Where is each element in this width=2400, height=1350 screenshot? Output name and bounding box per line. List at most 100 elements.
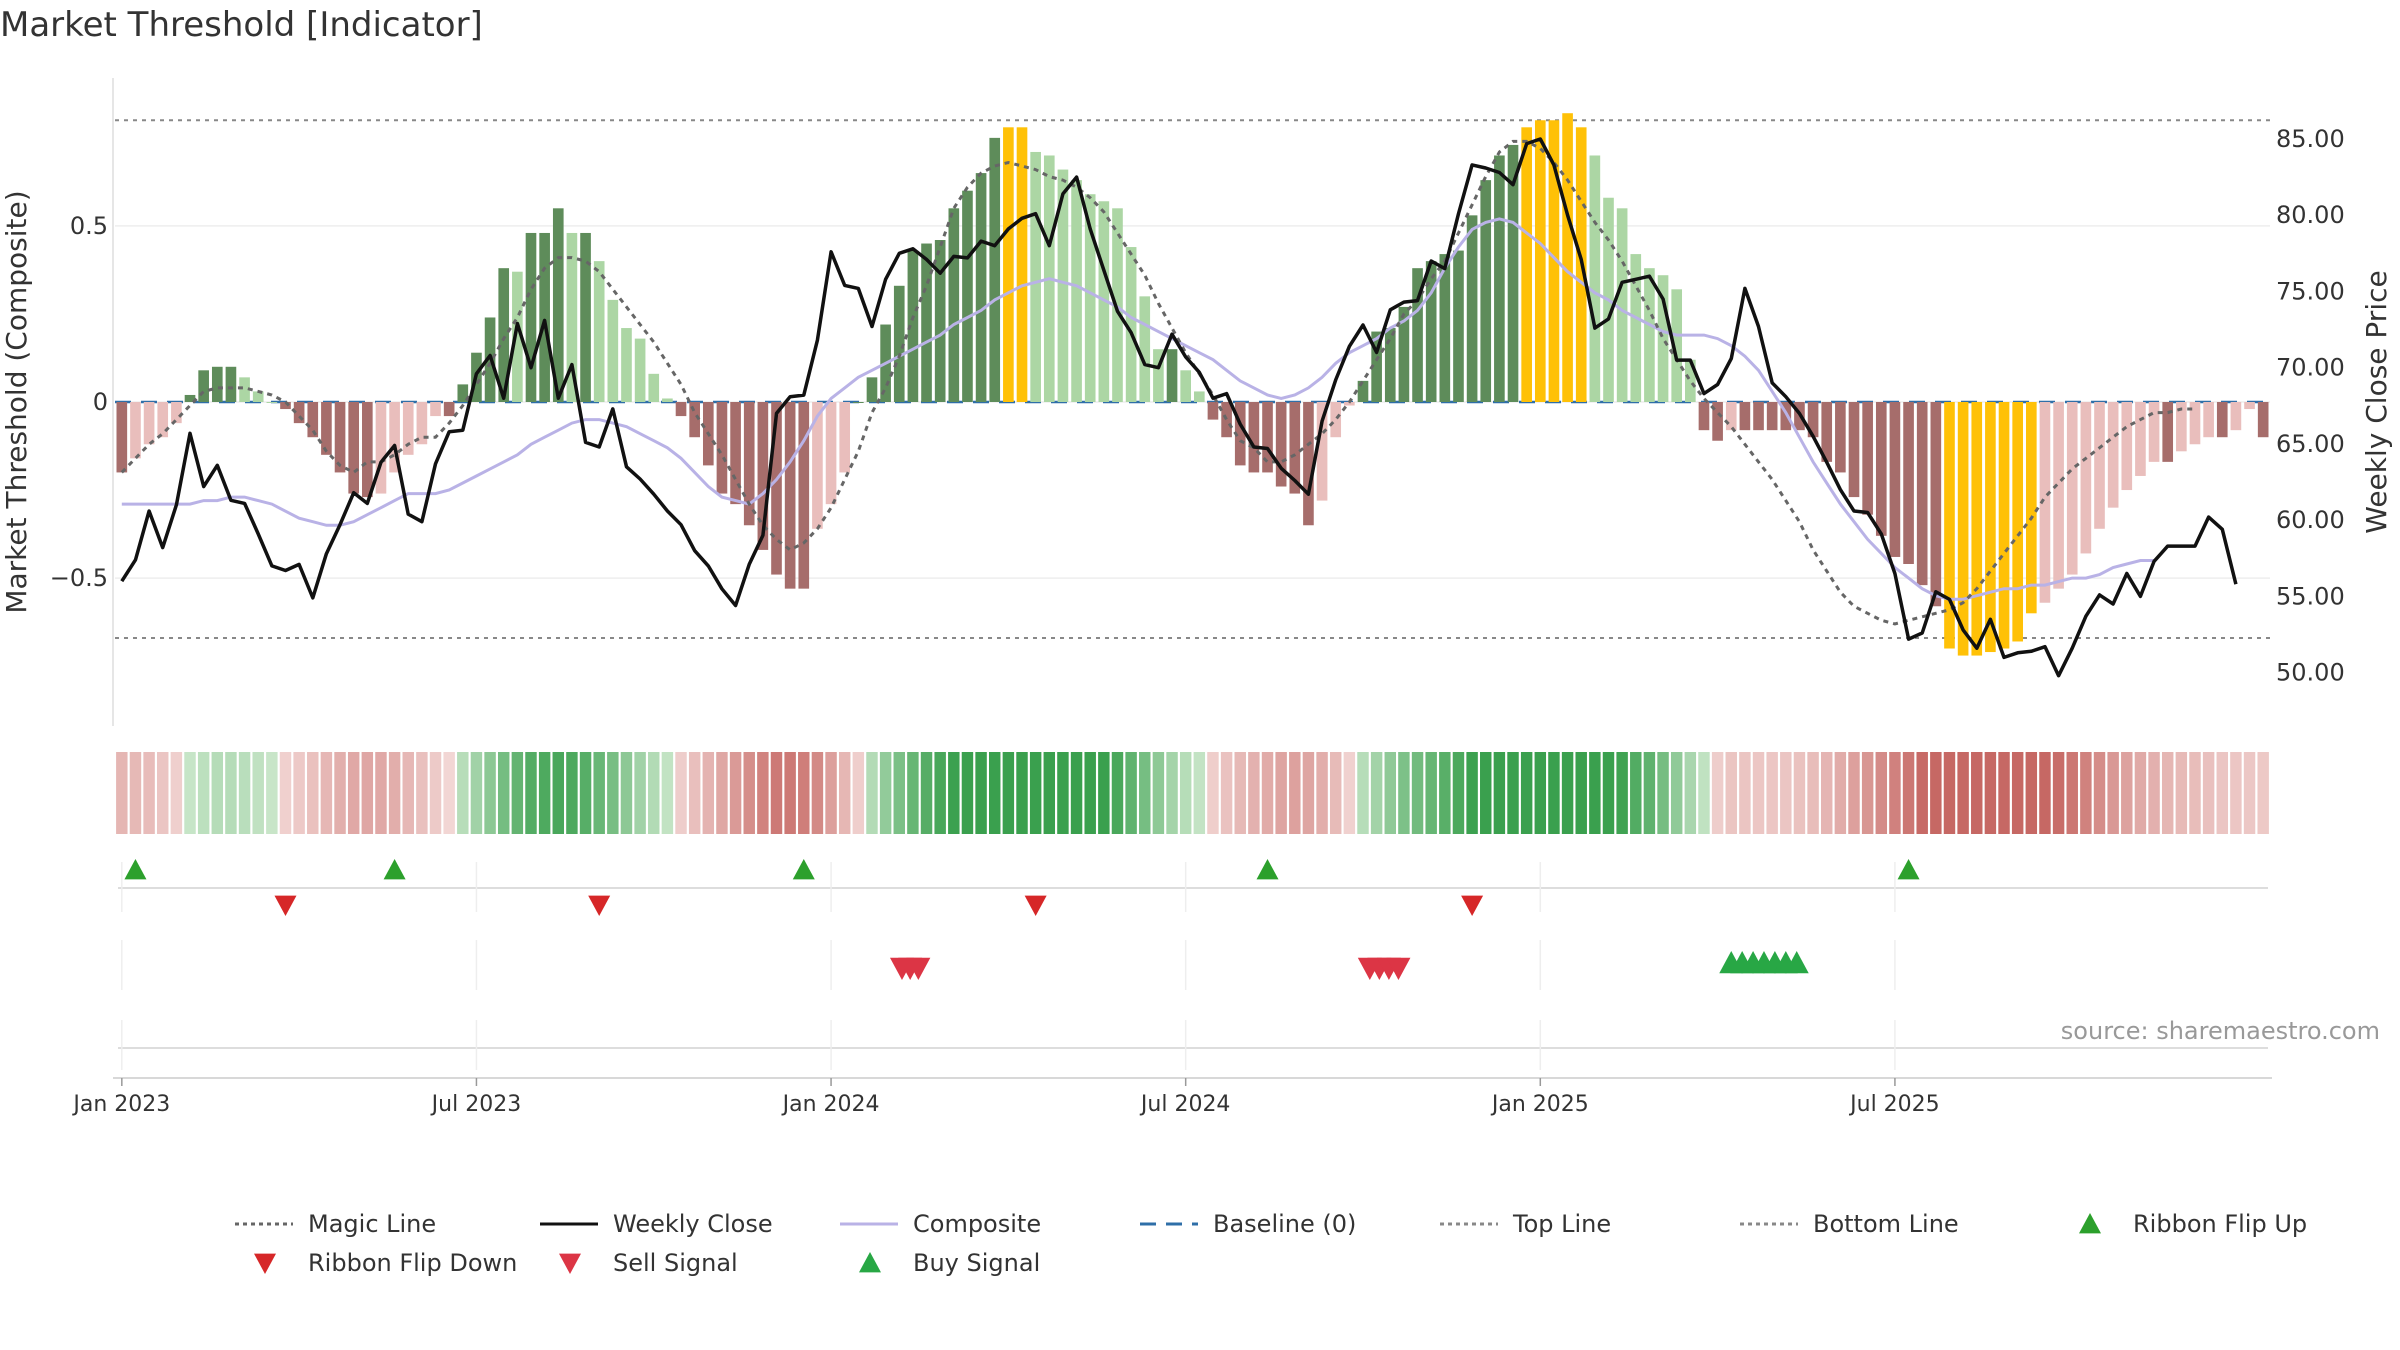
ribbon-cell — [1711, 752, 1724, 834]
composite-bar — [1875, 402, 1887, 536]
ribbon-cell — [1507, 752, 1519, 834]
ribbon-flip-down-marker — [1024, 895, 1047, 916]
composite-bar — [1521, 127, 1532, 402]
ribbon-cell — [1902, 752, 1915, 834]
ribbon-cell — [1943, 752, 1956, 834]
composite-bar — [1985, 402, 1996, 653]
ribbon-cell — [2052, 752, 2065, 834]
ribbon-cell — [1289, 752, 1301, 834]
composite-bar — [130, 402, 141, 459]
right-tick-label: 80.00 — [2276, 201, 2345, 229]
composite-bar — [1112, 208, 1123, 402]
legend-item: Ribbon Flip Down — [254, 1249, 517, 1277]
composite-bar — [866, 377, 878, 402]
weekly-close-line — [120, 137, 2238, 678]
legend-label: Sell Signal — [613, 1249, 738, 1277]
ribbon-cell — [1480, 752, 1492, 834]
composite-bar — [1562, 113, 1573, 402]
ribbon-cell — [538, 752, 551, 834]
ribbon-cell — [2202, 752, 2215, 834]
composite-bar — [1466, 215, 1478, 402]
ribbon-cell — [770, 752, 783, 834]
legend-item: Composite — [840, 1210, 1041, 1238]
legend-item: Top Line — [1440, 1210, 1611, 1238]
composite-bar — [2080, 402, 2092, 554]
composite-bar — [743, 402, 755, 526]
ribbon-cell — [293, 752, 305, 834]
composite-bar — [525, 232, 537, 402]
legend-item: Sell Signal — [559, 1249, 738, 1277]
ribbon-cell — [798, 752, 810, 834]
right-tick-label: 65.00 — [2276, 430, 2345, 458]
composite-bar — [2148, 402, 2160, 462]
composite-bar — [1166, 349, 1178, 402]
ribbon-cell — [2148, 752, 2160, 834]
ribbon-flip-up-marker — [124, 859, 147, 880]
ribbon-cell — [1602, 752, 1615, 834]
composite-bar — [2176, 402, 2187, 452]
ribbon-cell — [634, 752, 646, 834]
composite-bar — [2244, 402, 2255, 410]
right-tick-label: 75.00 — [2276, 277, 2345, 305]
left-tick-label: 0.5 — [70, 212, 108, 240]
composite-bar — [1125, 247, 1137, 402]
composite-bar — [1712, 402, 1723, 441]
ribbon-flip-up-marker — [1256, 859, 1279, 880]
ribbon-cell — [1152, 752, 1165, 834]
ribbon-cell — [934, 752, 946, 834]
composite-bar — [607, 299, 619, 402]
composite-bar — [634, 338, 646, 402]
ribbon-cell — [1889, 752, 1901, 834]
composite-bar — [211, 366, 223, 402]
composite-bar — [1439, 254, 1451, 402]
x-tick-label: Jan 2023 — [71, 1092, 170, 1117]
x-tick-label: Jul 2025 — [1848, 1092, 1940, 1117]
composite-bar — [552, 208, 564, 402]
ribbon-cell — [2175, 752, 2188, 834]
ribbon-cell — [1793, 752, 1806, 834]
composite-bar — [784, 402, 796, 589]
composite-bar — [1098, 201, 1110, 402]
ribbon-cell — [170, 752, 183, 834]
ribbon-cell — [525, 752, 537, 834]
ribbon-cell — [2189, 752, 2201, 834]
composite-bar — [825, 402, 837, 505]
ribbon-cell — [1234, 752, 1246, 834]
composite-bar — [1371, 331, 1382, 402]
composite-bar — [1807, 402, 1819, 438]
composite-bar — [2121, 402, 2133, 491]
ribbon-cell — [1861, 752, 1874, 834]
composite-bar — [621, 328, 632, 402]
ribbon-cell — [838, 752, 851, 834]
ribbon-cell — [1329, 752, 1342, 834]
ribbon-cell — [688, 752, 701, 834]
composite-bar — [266, 402, 278, 403]
ribbon-cell — [279, 752, 292, 834]
composite-bar — [934, 240, 946, 402]
composite-bar — [293, 402, 305, 424]
ribbon-cell — [1534, 752, 1547, 834]
composite-bar — [430, 402, 441, 417]
right-tick-label: 85.00 — [2276, 125, 2345, 153]
ribbon-cell — [989, 752, 1001, 834]
ribbon-cell — [1548, 752, 1560, 834]
composite-bar — [252, 391, 264, 402]
composite-bar — [566, 232, 578, 402]
composite-bar — [1889, 402, 1901, 557]
legend-label: Ribbon Flip Up — [2133, 1210, 2307, 1238]
composite-bar — [989, 137, 1001, 402]
composite-bar — [2135, 402, 2146, 476]
ribbon-cell — [320, 752, 333, 834]
ribbon-cell — [1179, 752, 1192, 834]
composite-bar — [580, 232, 591, 402]
ribbon-cell — [879, 752, 892, 834]
ribbon-cell — [1971, 752, 1983, 834]
ribbon-cell — [1439, 752, 1451, 834]
ribbon-cell — [920, 752, 933, 834]
ribbon-cell — [1098, 752, 1110, 834]
ribbon-cell — [402, 752, 414, 834]
ribbon-cell — [1166, 752, 1178, 834]
ribbon-cell — [2230, 752, 2242, 834]
legend-item: Weekly Close — [540, 1210, 773, 1238]
ribbon-cell — [1807, 752, 1819, 834]
